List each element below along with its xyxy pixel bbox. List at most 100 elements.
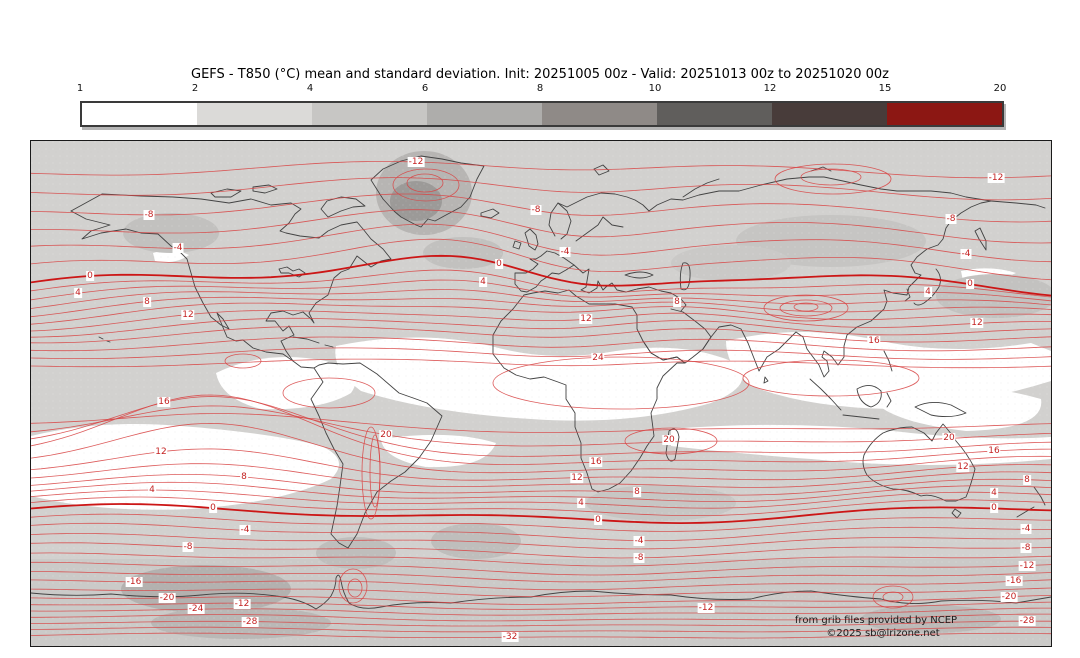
- contour-label: 0: [990, 503, 998, 514]
- contour-line: [31, 317, 1051, 338]
- contour-line: [31, 448, 1051, 481]
- attribution-copyright: ©2025 sb@lrizone.net: [826, 628, 940, 639]
- contour-line: [31, 503, 1051, 525]
- coastline: [862, 423, 976, 502]
- contour-label: 20: [379, 429, 393, 440]
- coastline: [557, 202, 572, 240]
- contour-label: -4: [960, 249, 972, 260]
- contour-line: [31, 422, 1051, 474]
- contour-line: [31, 571, 1051, 583]
- contour-label: -12: [1018, 560, 1036, 571]
- colorbar-segment: [772, 103, 887, 125]
- weather-map: from grib files provided by NCEP ©2025 s…: [30, 140, 1052, 647]
- contour-label: 4: [479, 277, 487, 288]
- page-title: GEFS - T850 (°C) mean and standard devia…: [191, 67, 889, 82]
- contour-line: [31, 269, 1051, 298]
- contour-label: 0: [86, 270, 94, 281]
- contour-label: -4: [1020, 524, 1032, 535]
- contour-label: -8: [182, 541, 194, 552]
- contour-loop: [369, 434, 381, 508]
- contour-label: 12: [579, 314, 593, 325]
- contour-line: [31, 595, 1051, 605]
- contour-line: [31, 336, 1051, 352]
- contour-line: [31, 254, 1051, 297]
- contour-loop: [793, 302, 819, 312]
- coastline: [310, 362, 443, 549]
- colorbar-segment: [312, 103, 427, 125]
- contour-label: 4: [577, 498, 585, 509]
- contour-line: [31, 396, 1051, 457]
- coastline: [252, 184, 278, 194]
- colorbar-segment: [427, 103, 542, 125]
- contour-label: 20: [942, 433, 956, 444]
- contour-line: [31, 542, 1051, 559]
- coastline: [210, 188, 242, 198]
- contour-label: 12: [970, 318, 984, 329]
- contour-line: [31, 587, 1051, 598]
- contour-line: [31, 496, 1051, 516]
- coastline: [98, 336, 104, 340]
- contour-loop: [624, 427, 718, 455]
- contour-label: -12: [407, 156, 425, 167]
- contour-loop: [392, 168, 460, 202]
- contour-line: [31, 481, 1051, 502]
- contour-line: [31, 533, 1051, 550]
- contour-line: [31, 513, 1051, 532]
- coastline: [856, 385, 882, 408]
- coastline: [480, 208, 500, 219]
- contour-label: -12: [697, 603, 715, 613]
- colorbar-tick: 20: [993, 83, 1007, 94]
- contour-label: -8: [633, 552, 645, 563]
- coastline: [1016, 506, 1035, 518]
- contour-label: 8: [633, 487, 641, 498]
- coastline: [763, 376, 769, 384]
- coastline: [514, 250, 575, 293]
- colorbar-tick: 1: [76, 83, 84, 94]
- contour-label: -12: [987, 172, 1005, 183]
- coastline: [278, 266, 306, 278]
- coastline: [904, 288, 911, 302]
- contour-label: 16: [157, 396, 171, 407]
- colorbar-segment: [197, 103, 312, 125]
- contour-label: 12: [956, 461, 970, 472]
- contour-line: [31, 238, 1051, 281]
- coastline: [886, 392, 892, 408]
- contour-line: [31, 626, 1051, 633]
- coastline: [370, 155, 485, 228]
- contour-line: [31, 302, 1051, 325]
- contour-line: [31, 601, 1051, 610]
- colorbar-tick: 2: [191, 83, 199, 94]
- contour-loop: [224, 353, 262, 369]
- contour-loop: [742, 359, 920, 397]
- contour-line: [31, 561, 1051, 576]
- contour-line: [31, 161, 1051, 179]
- contour-label: 12: [154, 446, 168, 457]
- contour-label: 8: [1023, 474, 1031, 485]
- contour-line: [31, 405, 1051, 447]
- contour-label: 16: [867, 336, 881, 347]
- contour-loop: [774, 163, 892, 195]
- contour-loop: [763, 294, 849, 322]
- contour-label: 12: [181, 309, 195, 320]
- contour-label: 0: [209, 503, 217, 514]
- contour-label: -4: [239, 525, 251, 536]
- contour-label: -16: [1005, 576, 1023, 587]
- contour-label: 4: [924, 287, 932, 298]
- contour-line: [31, 358, 1051, 369]
- contour-label: -12: [233, 599, 251, 609]
- contour-label: -20: [158, 593, 176, 603]
- contour-loop: [347, 578, 363, 598]
- contour-label: 4: [74, 288, 82, 299]
- contour-label: 0: [594, 515, 602, 526]
- coastline: [593, 164, 610, 176]
- coastline: [913, 268, 941, 306]
- coastline: [809, 378, 842, 411]
- colorbar-tick: 8: [536, 83, 544, 94]
- stipple-texture: [31, 141, 1051, 646]
- contour-label: -8: [143, 209, 155, 220]
- coastline: [914, 402, 967, 418]
- coastline: [642, 308, 712, 364]
- contour-line: [31, 463, 1051, 488]
- contour-label: -20: [1000, 591, 1018, 602]
- map-svg: [31, 141, 1051, 646]
